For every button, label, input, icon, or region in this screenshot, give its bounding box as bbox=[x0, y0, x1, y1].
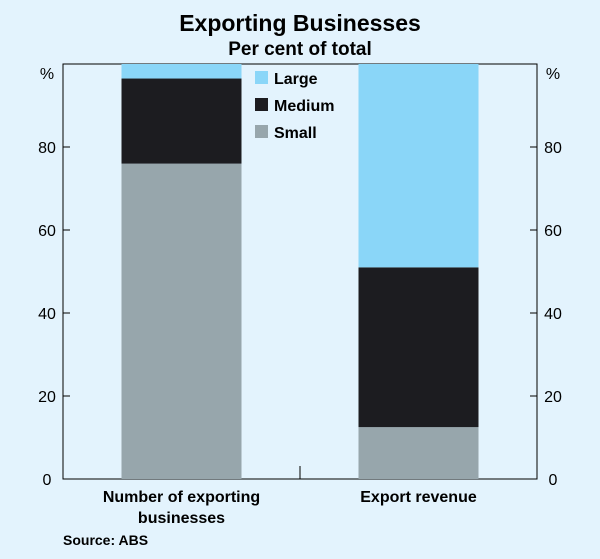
y-tick-label-right-80: 80 bbox=[544, 140, 562, 157]
y-tick-label-left-20: 20 bbox=[38, 389, 56, 406]
chart-title: Exporting Businesses bbox=[179, 10, 421, 36]
ticks-group: 0 0 20 20 40 40 60 60 80 80 bbox=[38, 140, 562, 489]
y-axis-unit-right: % bbox=[546, 66, 560, 83]
y-tick-label-right-0: 0 bbox=[549, 472, 558, 489]
bar-large-0 bbox=[121, 64, 242, 79]
y-axis-unit-left: % bbox=[40, 66, 54, 83]
y-tick-label-left-40: 40 bbox=[38, 306, 56, 323]
legend-swatch-small bbox=[255, 125, 268, 138]
bar-large-1 bbox=[358, 64, 479, 268]
category-label-1-0: Export revenue bbox=[360, 489, 477, 506]
legend: Large Medium Small bbox=[255, 71, 334, 142]
y-tick-label-right-20: 20 bbox=[544, 389, 562, 406]
legend-label-small: Small bbox=[274, 125, 317, 142]
bar-medium-1 bbox=[358, 267, 479, 428]
category-label-0-0: Number of exporting bbox=[103, 489, 260, 506]
y-tick-label-left-0: 0 bbox=[43, 472, 52, 489]
bar-medium-0 bbox=[121, 78, 242, 164]
legend-swatch-medium bbox=[255, 98, 268, 111]
y-tick-label-left-60: 60 bbox=[38, 223, 56, 240]
legend-label-large: Large bbox=[274, 71, 318, 88]
legend-label-medium: Medium bbox=[274, 98, 334, 115]
category-label-0-1: businesses bbox=[138, 510, 225, 527]
bar-small-0 bbox=[121, 163, 242, 479]
y-tick-label-right-60: 60 bbox=[544, 223, 562, 240]
chart-subtitle: Per cent of total bbox=[228, 39, 372, 60]
bars-group bbox=[121, 64, 479, 479]
y-tick-label-right-40: 40 bbox=[544, 306, 562, 323]
legend-swatch-large bbox=[255, 71, 268, 84]
source-note: Source: ABS bbox=[63, 532, 148, 548]
category-labels: Number of exporting businesses Export reve… bbox=[103, 489, 477, 527]
y-tick-label-left-80: 80 bbox=[38, 140, 56, 157]
bar-small-1 bbox=[358, 427, 479, 479]
